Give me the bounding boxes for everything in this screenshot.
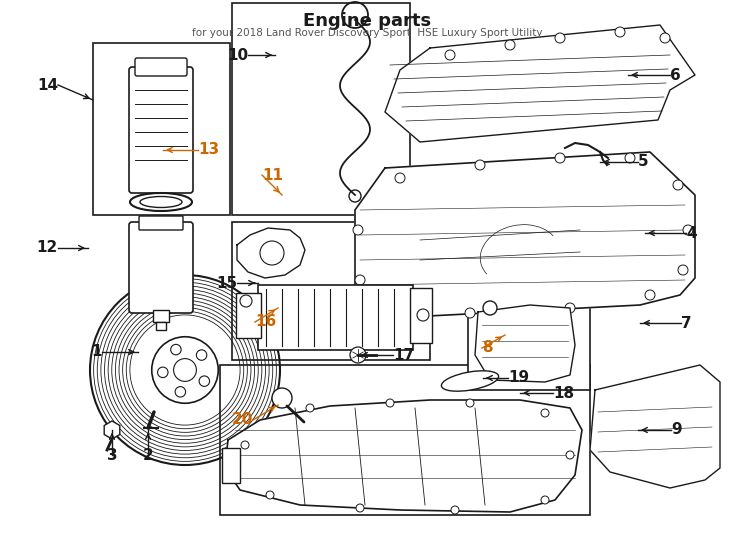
Text: 2: 2 — [142, 448, 153, 462]
Bar — [236, 293, 261, 338]
Bar — [156, 322, 166, 330]
Text: 11: 11 — [262, 167, 283, 183]
Bar — [258, 285, 413, 350]
Bar — [93, 43, 230, 215]
Text: 14: 14 — [37, 78, 58, 92]
Circle shape — [678, 265, 688, 275]
Text: 1: 1 — [92, 345, 102, 360]
Circle shape — [395, 173, 405, 183]
Circle shape — [451, 506, 459, 514]
Circle shape — [272, 388, 292, 408]
FancyBboxPatch shape — [135, 58, 187, 76]
Polygon shape — [355, 152, 695, 318]
Circle shape — [660, 33, 670, 43]
Text: 16: 16 — [255, 314, 276, 329]
Circle shape — [466, 399, 474, 407]
Circle shape — [505, 40, 515, 50]
Text: 3: 3 — [106, 448, 117, 462]
Circle shape — [266, 491, 274, 499]
FancyBboxPatch shape — [129, 222, 193, 313]
Text: 17: 17 — [393, 348, 414, 362]
Text: 20: 20 — [232, 413, 253, 428]
Text: Engine parts: Engine parts — [303, 12, 431, 30]
Bar — [222, 448, 240, 483]
Circle shape — [475, 160, 485, 170]
Circle shape — [199, 376, 210, 387]
Circle shape — [197, 350, 207, 360]
Bar — [220, 365, 590, 515]
Circle shape — [541, 496, 549, 504]
Circle shape — [673, 180, 683, 190]
Text: 12: 12 — [37, 240, 58, 255]
Text: for your 2018 Land Rover Discovery Sport  HSE Luxury Sport Utility: for your 2018 Land Rover Discovery Sport… — [192, 28, 542, 38]
Circle shape — [445, 50, 455, 60]
Text: 4: 4 — [686, 226, 697, 240]
Circle shape — [350, 347, 366, 363]
Circle shape — [241, 441, 249, 449]
Polygon shape — [590, 365, 720, 488]
Circle shape — [483, 301, 497, 315]
Circle shape — [555, 153, 565, 163]
Bar — [232, 222, 430, 360]
Circle shape — [385, 303, 395, 313]
Circle shape — [683, 225, 693, 235]
Circle shape — [615, 27, 625, 37]
Text: 15: 15 — [216, 275, 237, 291]
Text: 10: 10 — [227, 48, 248, 63]
Text: 8: 8 — [482, 341, 493, 355]
Circle shape — [353, 225, 363, 235]
FancyBboxPatch shape — [129, 67, 193, 193]
Bar — [232, 3, 410, 215]
Circle shape — [386, 399, 394, 407]
Bar — [153, 310, 169, 322]
Circle shape — [566, 451, 574, 459]
Text: 7: 7 — [681, 315, 691, 330]
Circle shape — [541, 409, 549, 417]
Circle shape — [565, 303, 575, 313]
Circle shape — [306, 404, 314, 412]
Text: 13: 13 — [198, 143, 219, 158]
Bar — [468, 305, 590, 390]
Circle shape — [158, 367, 168, 377]
Polygon shape — [237, 228, 305, 278]
Text: 6: 6 — [670, 68, 680, 83]
Text: 18: 18 — [553, 386, 574, 401]
Ellipse shape — [441, 371, 498, 391]
Polygon shape — [475, 305, 575, 382]
FancyBboxPatch shape — [139, 216, 183, 230]
Circle shape — [174, 359, 197, 381]
Circle shape — [625, 153, 635, 163]
Bar — [410, 288, 432, 343]
Polygon shape — [104, 421, 120, 439]
Text: 9: 9 — [671, 422, 682, 437]
Circle shape — [260, 241, 284, 265]
Text: 19: 19 — [508, 370, 529, 386]
Circle shape — [175, 387, 186, 397]
Polygon shape — [225, 400, 582, 512]
Polygon shape — [385, 25, 695, 142]
Circle shape — [355, 275, 365, 285]
Text: 5: 5 — [638, 154, 649, 170]
Circle shape — [171, 345, 181, 355]
Circle shape — [465, 308, 475, 318]
Circle shape — [645, 290, 655, 300]
Circle shape — [356, 504, 364, 512]
Circle shape — [555, 33, 565, 43]
